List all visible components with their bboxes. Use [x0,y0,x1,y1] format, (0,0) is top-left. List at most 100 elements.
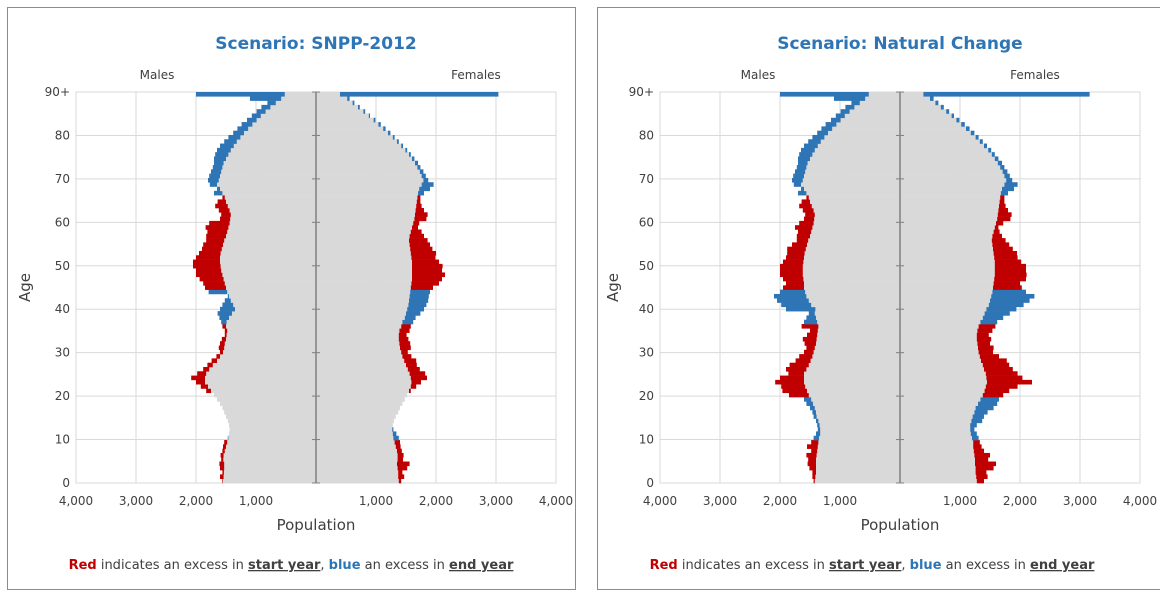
y-tick-label: 10 [639,433,654,447]
bar-excess [988,302,1024,308]
bar-excess [412,263,443,269]
bar-shared [229,422,316,428]
bar-shared [214,392,316,398]
bar-excess [801,147,815,153]
bar-excess [220,452,224,458]
caption-start: start year [248,558,321,573]
x-tick-label: 3,000 [1063,494,1097,508]
bar-shared [900,470,976,475]
bar-shared [220,259,316,265]
bar-excess [786,255,804,260]
bar-shared [813,401,900,406]
bar-shared [316,229,411,235]
bar-shared [226,319,316,325]
bar-excess [801,186,804,192]
bar-excess [990,298,1030,303]
bar-shared [900,263,995,269]
bar-excess [207,229,228,235]
bar-shared [803,259,900,265]
bar-shared [316,422,393,428]
bar-shared [900,160,998,166]
bar-shared [816,336,900,342]
y-tick-label: 50 [639,259,654,273]
bar-excess [352,100,355,106]
bar-excess [397,457,403,462]
bar-excess [984,143,987,149]
bar-shared [900,203,999,209]
bar-shared [316,92,340,97]
bar-shared [900,130,971,136]
bar-shared [223,160,316,166]
bar-shared [316,216,415,222]
bar-excess [806,401,813,406]
bar-excess [774,293,807,299]
bar-excess [806,452,817,458]
bar-shared [316,122,379,127]
bar-shared [816,470,900,475]
bar-shared [868,92,900,97]
bar-excess [923,92,1090,97]
bar-shared [900,122,962,127]
bar-shared [802,177,900,183]
bar-shared [316,414,396,419]
bar-shared [224,341,316,346]
bar-excess [994,263,1026,269]
bar-excess [398,470,403,475]
bar-shared [316,298,409,303]
bar-shared [805,384,900,389]
bar-shared [806,190,900,196]
bar-shared [813,349,900,355]
chart-panel-snpp-2012: Scenario: SNPP-2012 Males Females 0 10 20 30 40… [7,7,576,590]
bar-excess [410,246,433,252]
bar-shared [316,242,410,247]
bar-shared [316,169,420,174]
y-tick-label: 30 [639,346,654,360]
bar-excess [835,113,845,119]
bar-excess [782,388,807,394]
bar-shared [226,332,316,338]
bar-shared [805,246,900,252]
bar-shared [807,242,900,247]
caption-blue: blue [329,558,361,573]
bar-excess [793,182,801,187]
y-tick-label: 40 [639,302,654,316]
bar-shared [224,409,316,415]
bar-excess [821,126,833,131]
bar-shared [900,104,941,110]
bar-excess [421,182,434,187]
bar-shared [806,293,900,299]
bar-excess [397,452,404,458]
bar-shared [900,457,975,462]
bar-excess [775,379,804,385]
bar-shared [227,328,316,333]
bar-excess [220,143,234,149]
bar-shared [859,100,900,106]
bar-shared [316,461,397,467]
bar-shared [228,435,316,441]
bar-shared [316,311,406,316]
bar-shared [900,315,983,321]
bar-shared [900,195,1001,200]
bar-shared [228,152,316,157]
bar-shared [223,276,316,282]
bar-shared [900,448,974,454]
bar-shared [227,418,316,424]
bar-excess [799,152,813,157]
caption: Red indicates an excess in start year, b… [650,558,1095,573]
bar-excess [415,160,418,166]
bar-shared [900,92,924,97]
bar-shared [817,328,900,333]
bar-shared [316,109,364,114]
females-bars [900,92,1090,484]
bar-shared [820,427,900,432]
bar-shared [811,203,900,209]
bar-excess [218,208,230,213]
bar-excess [993,281,1020,286]
bar-shared [316,358,405,363]
bar-shared [900,289,993,295]
bar-excess [801,324,819,329]
bar-excess [419,186,430,192]
bar-shared [316,139,397,144]
bar-shared [900,293,992,299]
bar-shared [226,285,316,290]
